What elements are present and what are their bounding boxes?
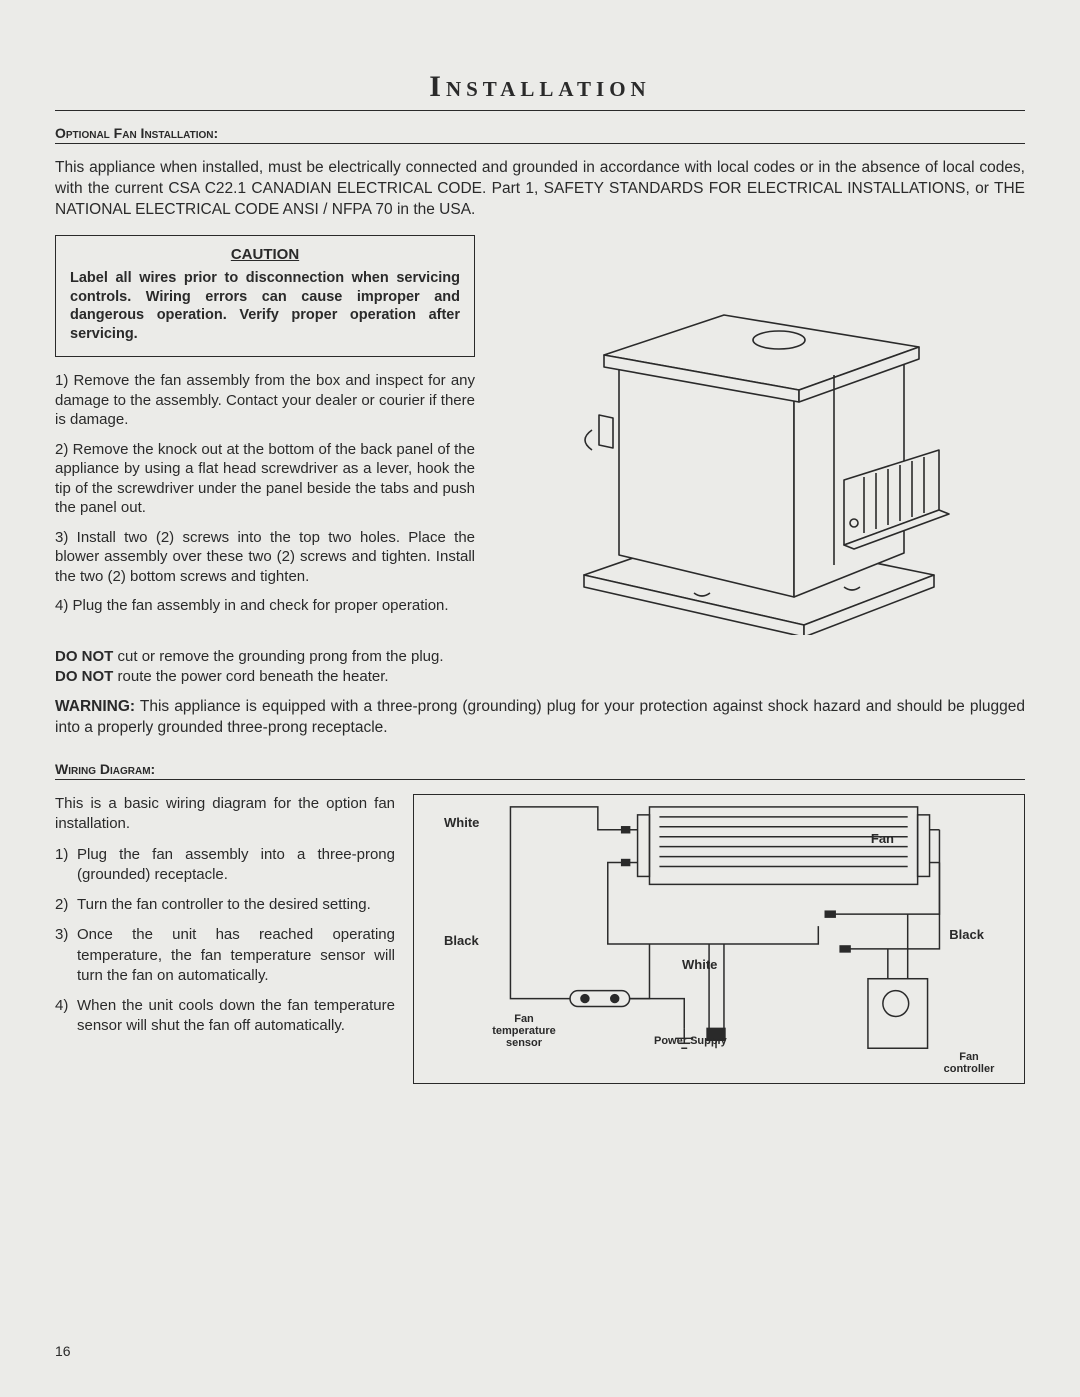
do-not-rest-2: route the power cord beneath the heater. — [113, 668, 388, 685]
install-step-1: 1) Remove the fan assembly from the box … — [55, 371, 475, 430]
warning-rest: This appliance is equipped with a three-… — [55, 698, 1025, 736]
page-number: 16 — [55, 1343, 71, 1359]
do-not-prefix-2: DO NOT — [55, 668, 113, 685]
wstep-text: Plug the fan assembly into a three-prong… — [77, 845, 395, 886]
install-step-2: 2) Remove the knock out at the bottom of… — [55, 440, 475, 518]
fan-install-text: CAUTION Label all wires prior to disconn… — [55, 235, 475, 635]
wiring-row: This is a basic wiring diagram for the o… — [55, 794, 1025, 1084]
wiring-step-3: 3)Once the unit has reached operating te… — [55, 925, 395, 986]
label-power: Power Supply — [654, 1035, 727, 1047]
wiring-diagram: White Fan Black Black White Fan temperat… — [413, 794, 1025, 1084]
label-sensor-l2: temperature — [492, 1025, 556, 1037]
do-not-line-1: DO NOT cut or remove the grounding prong… — [55, 647, 1025, 667]
do-not-line-2: DO NOT route the power cord beneath the … — [55, 667, 1025, 687]
wiring-intro: This is a basic wiring diagram for the o… — [55, 794, 395, 835]
label-white-top: White — [444, 815, 479, 830]
wiring-text: This is a basic wiring diagram for the o… — [55, 794, 395, 1084]
warning-paragraph: WARNING: This appliance is equipped with… — [55, 697, 1025, 739]
page: Installation Optional Fan Installation: … — [0, 0, 1080, 1397]
wstep-num: 1) — [55, 845, 77, 886]
do-not-rest-1: cut or remove the grounding prong from t… — [113, 648, 443, 665]
wstep-text: Once the unit has reached operating temp… — [77, 925, 395, 986]
label-ctrl-l2: controller — [944, 1063, 995, 1075]
label-fan: Fan — [871, 831, 894, 846]
label-sensor-l1: Fan — [514, 1013, 534, 1025]
label-ctrl-l1: Fan — [959, 1051, 979, 1063]
warning-prefix: WARNING: — [55, 698, 135, 715]
install-step-4: 4) Plug the fan assembly in and check fo… — [55, 596, 475, 616]
install-step-3: 3) Install two (2) screws into the top t… — [55, 528, 475, 587]
label-controller: Fan controller — [934, 1051, 1004, 1075]
label-white-bottom: White — [682, 957, 717, 972]
wiring-step-2: 2)Turn the fan controller to the desired… — [55, 895, 395, 915]
stove-svg — [544, 235, 974, 635]
caution-body: Label all wires prior to disconnection w… — [70, 269, 460, 344]
stove-illustration — [493, 235, 1025, 635]
do-not-prefix-1: DO NOT — [55, 648, 113, 665]
label-sensor-l3: sensor — [506, 1037, 542, 1049]
wstep-num: 3) — [55, 925, 77, 986]
wiring-step-1: 1)Plug the fan assembly into a three-pro… — [55, 845, 395, 886]
caution-title: CAUTION — [70, 246, 460, 263]
wstep-text: When the unit cools down the fan tempera… — [77, 996, 395, 1037]
label-black-left: Black — [444, 933, 479, 948]
section-heading-wiring: Wiring Diagram: — [55, 761, 1025, 780]
fan-install-row: CAUTION Label all wires prior to disconn… — [55, 235, 1025, 635]
intro-paragraph: This appliance when installed, must be e… — [55, 158, 1025, 221]
do-not-lines: DO NOT cut or remove the grounding prong… — [55, 647, 1025, 688]
wiring-diagram-container: White Fan Black Black White Fan temperat… — [413, 794, 1025, 1084]
wstep-text: Turn the fan controller to the desired s… — [77, 895, 371, 915]
caution-box: CAUTION Label all wires prior to disconn… — [55, 235, 475, 357]
wiring-step-4: 4)When the unit cools down the fan tempe… — [55, 996, 395, 1037]
wstep-num: 4) — [55, 996, 77, 1037]
label-black-right: Black — [949, 927, 984, 942]
wstep-num: 2) — [55, 895, 77, 915]
label-sensor: Fan temperature sensor — [474, 1013, 574, 1049]
section-heading-fan: Optional Fan Installation: — [55, 125, 1025, 144]
page-title: Installation — [55, 70, 1025, 111]
